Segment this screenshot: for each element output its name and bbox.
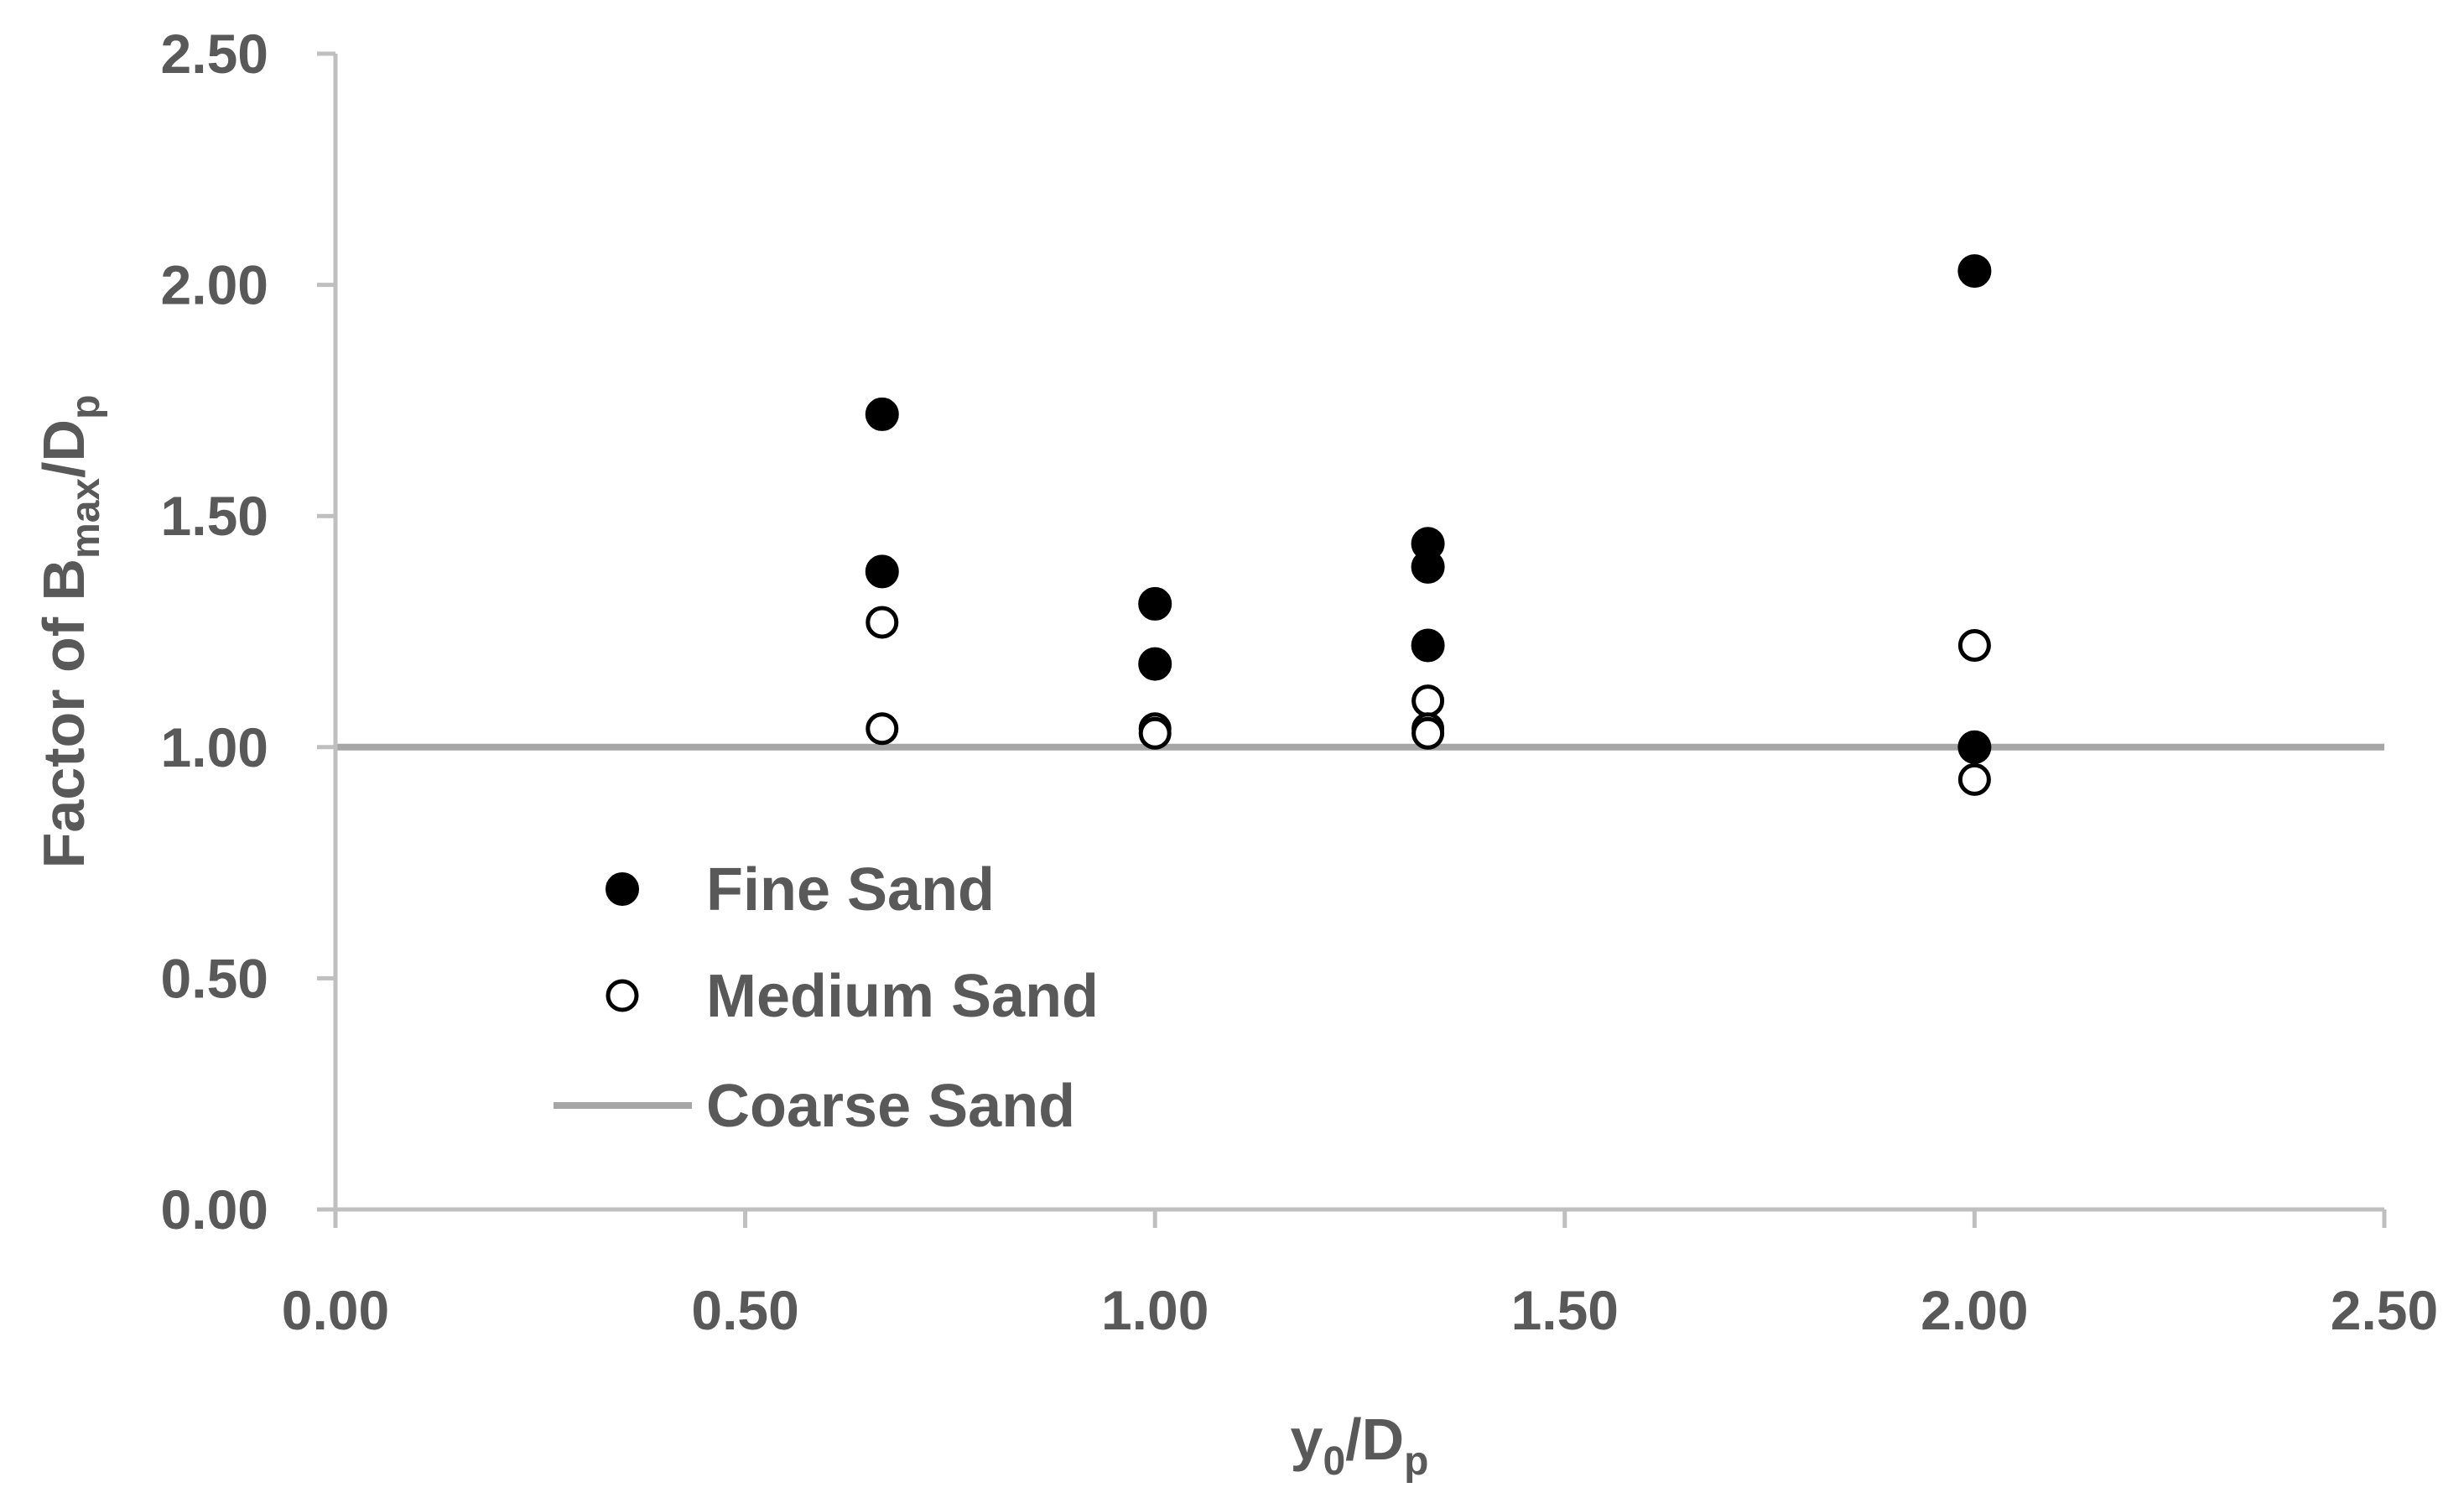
y-tick-label: 1.50 [161, 485, 268, 547]
x-tick-label: 0.50 [691, 1279, 798, 1341]
legend-label: Fine Sand [706, 856, 995, 923]
x-title-main: y [1291, 1407, 1323, 1472]
legend-label: Coarse Sand [706, 1073, 1075, 1140]
legend: Fine Sand Medium Sand Coarse Sand [554, 856, 1099, 1140]
fine-sand-point [1411, 628, 1445, 663]
x-tick-label: 2.50 [2331, 1279, 2438, 1341]
y-title-sub2: p [64, 395, 108, 419]
points-group [865, 254, 1992, 796]
fine-sand-point [1411, 549, 1445, 584]
x-title-sub2: p [1404, 1439, 1428, 1484]
x-tick-label: 2.00 [1921, 1279, 2028, 1341]
fine-sand-point [1957, 254, 1992, 289]
medium-sand-point [1957, 762, 1991, 796]
legend-marker-swatch [606, 872, 639, 906]
fine-sand-point [865, 554, 899, 589]
y-tick-label: 2.00 [161, 254, 268, 316]
tick-labels-group: 0.00 0.50 1.00 1.50 2.00 2.50 0.00 0.50 1.00 1.50… [161, 23, 2439, 1341]
fine-sand-point [1957, 730, 1992, 764]
fine-sand-point [1138, 647, 1172, 681]
y-tick-label: 0.50 [161, 947, 268, 1009]
fine-sand-point [1138, 586, 1172, 621]
medium-sand-point [1411, 684, 1445, 718]
axes-group [317, 51, 2387, 1228]
medium-sand-point [1957, 629, 1991, 663]
legend-label: Medium Sand [706, 963, 1099, 1030]
legend-coarse-sand: Coarse Sand [554, 1073, 1075, 1140]
y-axis-title: Factor of Bmax/Dp [31, 395, 108, 869]
x-axis-title: y0/Dp [1291, 1407, 1429, 1484]
legend-medium-sand: Medium Sand [606, 963, 1099, 1030]
fine-sand-point [865, 397, 899, 431]
y-tick-label: 1.00 [161, 716, 268, 778]
y-title-mid: /D [31, 419, 96, 478]
x-title-sub1: 0 [1323, 1439, 1345, 1484]
y-title-sub1: max [64, 478, 108, 559]
y-title-pre: Factor of B [31, 559, 96, 868]
legend-fine-sand: Fine Sand [606, 856, 995, 923]
legend-marker-swatch [606, 979, 639, 1012]
medium-sand-point [866, 606, 899, 639]
x-tick-label: 1.50 [1511, 1279, 1619, 1341]
x-title-mid: /D [1345, 1407, 1404, 1472]
x-tick-label: 0.00 [282, 1279, 389, 1341]
x-tick-label: 1.00 [1101, 1279, 1209, 1341]
medium-sand-point [1138, 716, 1172, 750]
medium-sand-point [866, 712, 899, 746]
y-tick-label: 2.50 [161, 23, 268, 85]
y-tick-label: 0.00 [161, 1178, 268, 1241]
medium-sand-point [1411, 716, 1445, 750]
